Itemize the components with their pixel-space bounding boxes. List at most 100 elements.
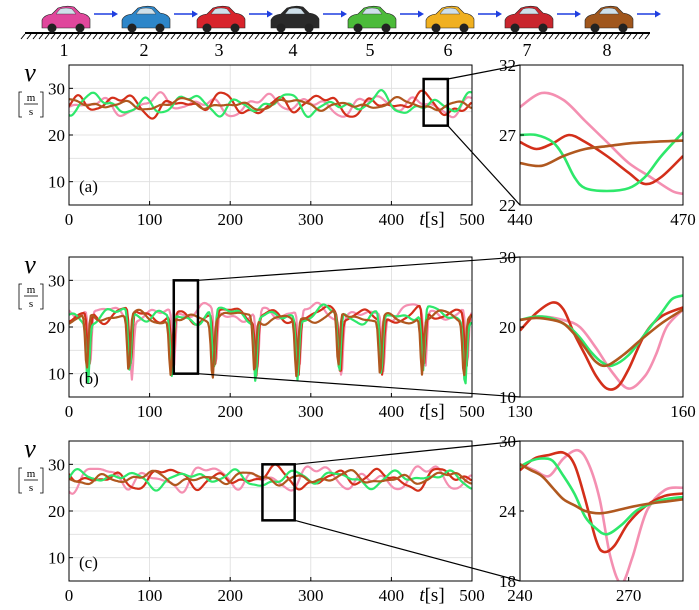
series-line-brown	[69, 308, 472, 379]
road-hatch	[608, 33, 614, 40]
y-unit-denominator: s	[29, 106, 33, 118]
car-5	[347, 5, 424, 33]
road-hatch	[176, 33, 182, 40]
car-3	[196, 5, 273, 33]
y-unit-denominator: s	[29, 482, 33, 494]
car-window	[210, 7, 232, 15]
y-tick-label: 10	[48, 365, 65, 384]
series-group	[69, 89, 472, 120]
arrow-head	[418, 10, 424, 18]
unit-bracket-left	[18, 467, 22, 494]
road-hatch	[632, 33, 638, 40]
inset-x-tick-label: 440	[507, 210, 533, 229]
x-tick-label: 200	[217, 586, 243, 605]
zoom-connector	[447, 125, 521, 206]
arrow-head	[496, 10, 502, 18]
y-tick-label: 30	[48, 79, 65, 98]
series-group	[69, 301, 472, 385]
unit-bracket-right	[40, 283, 44, 310]
road-hatch	[254, 33, 260, 40]
x-axis-label: t[s]	[419, 401, 444, 422]
car-wheel	[538, 23, 548, 33]
road-hatch	[68, 33, 74, 40]
panel-0: 0 100 200 300 400 500 10 20 30 t[s] vms (a) 440 470 22…	[18, 56, 696, 230]
panel-1: 0 100 200 300 400 500 10 20 30 t[s] vms (b) 130 160 10…	[18, 248, 696, 422]
zoom-connector	[447, 64, 521, 80]
y-unit-numerator: m	[27, 468, 36, 480]
road-hatch	[590, 33, 596, 40]
road-hatch	[356, 33, 362, 40]
road-hatch	[56, 33, 62, 40]
series-line-green	[69, 303, 472, 385]
road-hatch	[320, 33, 326, 40]
x-tick-label: 500	[459, 402, 485, 421]
road-hatch	[350, 33, 356, 40]
road-hatch	[44, 33, 50, 40]
road-hatch	[338, 33, 344, 40]
road-hatch	[164, 33, 170, 40]
car-wheel	[155, 23, 165, 33]
x-tick-label: 0	[65, 586, 74, 605]
road-hatch	[200, 33, 206, 40]
road-hatch	[296, 33, 302, 40]
panel-2: 0 100 200 300 400 500 10 20 30 t[s] vms (c) 240 270 18…	[18, 432, 684, 606]
road-hatch	[392, 33, 398, 40]
car-window	[361, 7, 383, 15]
zoom-box	[172, 279, 200, 375]
car-wheel	[127, 23, 137, 33]
car-wheel	[230, 23, 240, 33]
road-hatch	[536, 33, 542, 40]
road-hatch	[236, 33, 242, 40]
vehicle-platoon-illustration: 1 2 3 4 5 6 7 8	[20, 5, 661, 60]
series-group	[69, 463, 472, 495]
inset-y-tick-label: 27	[499, 126, 517, 145]
panel-label: (a)	[79, 177, 98, 196]
road-hatch	[314, 33, 320, 40]
road-hatch	[146, 33, 152, 40]
inset-line-pink	[520, 448, 683, 581]
road-hatch	[572, 33, 578, 40]
unit-bracket-left	[18, 91, 22, 118]
road-hatch	[458, 33, 464, 40]
inset-line-pink	[520, 91, 683, 196]
inset-y-tick-label: 18	[499, 572, 516, 591]
car-wheel	[47, 23, 57, 33]
car-4	[270, 5, 347, 33]
road-hatch	[158, 33, 164, 40]
x-tick-label: 400	[379, 402, 405, 421]
road-hatch	[452, 33, 458, 40]
inset-series-group	[520, 448, 683, 581]
car-wheel	[304, 23, 314, 33]
road-hatch	[542, 33, 548, 40]
inset-y-tick-label: 30	[499, 432, 516, 451]
road-hatch	[20, 33, 26, 40]
car-7	[504, 5, 581, 33]
x-tick-label: 300	[298, 586, 324, 605]
car-window	[439, 7, 461, 15]
road-hatch	[614, 33, 620, 40]
car-1	[41, 5, 118, 33]
x-tick-label: 200	[217, 210, 243, 229]
y-unit-denominator: s	[29, 298, 33, 310]
inset-line-brown	[520, 308, 683, 368]
x-tick-label: 200	[217, 402, 243, 421]
road-hatch	[332, 33, 338, 40]
road-hatch	[530, 33, 536, 40]
road-hatch	[122, 33, 128, 40]
car-body	[41, 5, 91, 29]
road-hatch	[620, 33, 626, 40]
road-hatch	[548, 33, 554, 40]
road-hatch	[368, 33, 374, 40]
car-body	[425, 5, 475, 29]
road-hatch	[410, 33, 416, 40]
inset-y-tick-label: 20	[499, 318, 516, 337]
road-hatch	[128, 33, 134, 40]
car-number-label: 6	[444, 40, 453, 60]
x-tick-label: 0	[65, 402, 74, 421]
road-hatch	[206, 33, 212, 40]
road-hatch	[512, 33, 518, 40]
y-tick-label: 20	[48, 318, 65, 337]
road-hatch	[464, 33, 470, 40]
car-2	[121, 5, 198, 33]
